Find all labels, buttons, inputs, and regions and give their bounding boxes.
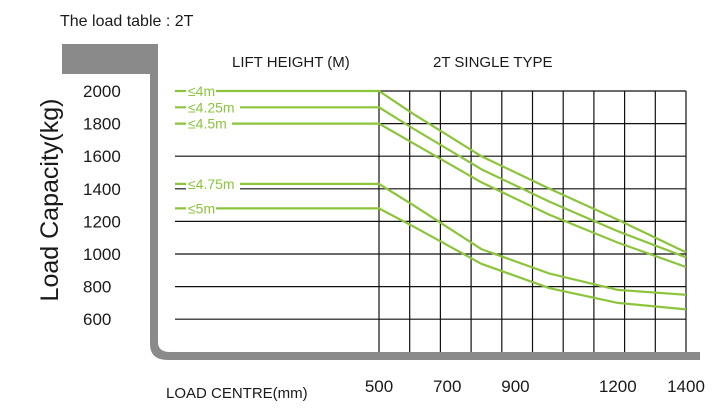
series-label: ≤4.25m xyxy=(188,99,235,115)
x-tick-label: 900 xyxy=(501,377,529,396)
series-label-bg xyxy=(186,175,240,192)
header-lift-height: LIFT HEIGHT (M) xyxy=(232,54,350,71)
series-line xyxy=(175,89,687,254)
y-tick-label: 1600 xyxy=(83,147,121,166)
x-tick-label: 1200 xyxy=(599,377,637,396)
y-tick-label: 600 xyxy=(83,310,111,329)
x-tick-label: 1400 xyxy=(667,377,705,396)
series-label-bg xyxy=(186,115,232,132)
series-label: ≤4m xyxy=(188,83,215,99)
y-tick-label: 2000 xyxy=(83,82,121,101)
series-line xyxy=(175,106,687,259)
y-tick-label: 1200 xyxy=(83,212,121,231)
series-lines xyxy=(175,89,687,311)
y-tick-label: 1800 xyxy=(83,115,121,134)
x-tick-label: 500 xyxy=(365,377,393,396)
x-axis-label: LOAD CENTRE(mm) xyxy=(166,385,308,402)
series-label: ≤5m xyxy=(188,200,215,216)
header-type: 2T SINGLE TYPE xyxy=(433,54,553,71)
series-line xyxy=(175,122,687,269)
series-label-bg xyxy=(186,200,216,217)
chart-title: The load table : 2T xyxy=(60,13,194,30)
series-label-bg xyxy=(186,99,240,116)
y-axis-label: Load Capacity(kg) xyxy=(36,99,64,302)
series-labels: ≤4m≤4.25m≤4.5m ≤4.75m ≤5m xyxy=(186,83,240,217)
series-label: ≤4.75m xyxy=(188,176,235,192)
y-tick-label: 800 xyxy=(83,278,111,297)
x-tick-labels: 500 700 900 1200 1400 xyxy=(365,377,705,396)
series-line xyxy=(175,207,687,311)
y-tick-label: 1000 xyxy=(83,245,121,264)
series-label-bg xyxy=(186,83,216,99)
x-tick-label: 700 xyxy=(433,377,461,396)
grid xyxy=(175,90,687,352)
series-line xyxy=(175,182,687,296)
y-tick-labels: 2000 1800 1600 1400 1200 1000 800 600 xyxy=(83,82,121,329)
series-label: ≤4.5m xyxy=(188,116,227,132)
y-tick-label: 1400 xyxy=(83,180,121,199)
